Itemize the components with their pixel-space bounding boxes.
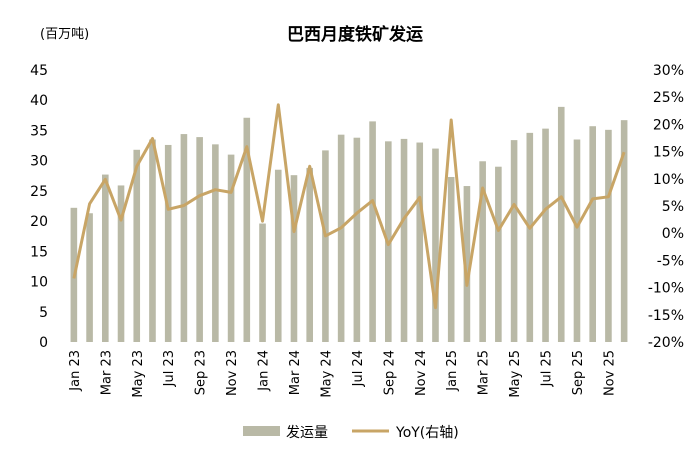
bar [180,134,188,342]
bar [322,150,329,342]
right-tick-label: -20% [648,335,684,351]
x-tick-label: May 24 [319,350,334,398]
bar [196,137,203,342]
left-axis-ticks: 0 5 10 15 20 25 30 35 40 45 [30,63,48,351]
right-tick-label: 5% [662,199,684,215]
right-tick-label: -15% [648,308,684,324]
y-axis-unit-label: (百万吨) [40,27,89,42]
bar [495,166,502,342]
x-tick-label: Jul 24 [351,350,366,387]
x-tick-label: May 23 [131,350,146,398]
right-tick-label: -10% [648,281,684,297]
x-tick-label: Nov 23 [225,350,240,396]
x-tick-label: Nov 25 [602,350,617,396]
bar [117,185,125,342]
x-axis-ticks: Jan 23 Mar 23 May 23 Jul 23 Sep 23 Nov 23 Jan … [68,350,618,398]
right-tick-label: 30% [653,63,684,79]
bar [526,132,534,342]
bar [353,137,361,342]
bar [589,126,596,342]
bar [573,139,581,342]
bar [102,174,109,342]
bar [164,144,172,342]
line-series-yoy [72,103,626,310]
bar [447,176,455,342]
x-tick-label: Sep 23 [194,350,209,395]
bar [605,129,612,342]
bar [212,144,219,342]
bar [400,138,408,342]
bar [432,148,439,342]
bar [542,128,549,342]
right-tick-label: 25% [653,90,684,106]
bar [479,161,486,342]
x-tick-label: Jul 25 [540,350,555,387]
left-tick-label: 30 [30,154,48,170]
bar [149,139,156,342]
left-tick-label: 15 [30,244,48,260]
x-tick-label: May 25 [508,350,523,398]
bar [133,149,141,342]
legend-label-shipments: 发运量 [286,425,328,441]
x-tick-label: Jul 23 [162,350,177,387]
left-tick-label: 35 [30,123,48,139]
right-tick-label: 20% [653,117,684,133]
right-axis-ticks: -20% -15% -10% -5% 0% 5% 10% 15% 20% 25% 30% [648,63,684,351]
bar [510,140,518,342]
left-tick-label: 45 [30,63,48,79]
bar [416,142,424,342]
x-tick-label: Sep 25 [571,350,586,395]
bar [227,154,235,342]
bar [86,213,93,342]
x-tick-label: Jan 25 [445,350,460,392]
left-tick-label: 20 [30,214,48,230]
legend-label-yoy: YoY(右轴) [395,425,459,441]
bar [306,167,313,342]
x-tick-label: Sep 24 [382,350,397,395]
bar [557,106,565,342]
x-tick-label: Mar 23 [99,350,114,395]
left-tick-label: 0 [39,335,48,351]
bar [620,120,628,343]
x-tick-label: Jan 24 [257,350,272,392]
x-tick-label: Nov 24 [414,350,429,396]
bar [259,223,266,342]
right-tick-label: 0% [662,226,684,242]
x-tick-label: Mar 25 [477,350,492,395]
bar [337,134,345,342]
bar [243,117,251,342]
right-tick-label: 15% [653,145,684,161]
left-tick-label: 25 [30,184,48,200]
bar [274,169,282,342]
right-tick-label: -5% [657,253,684,269]
left-tick-label: 40 [30,93,48,109]
bar [369,121,376,342]
right-tick-label: 10% [653,172,684,188]
x-tick-label: Jan 23 [68,350,83,392]
yoy-line [72,103,626,310]
bar [463,186,471,342]
bar [290,175,298,342]
x-tick-label: Mar 24 [288,350,303,395]
chart-title: 巴西月度铁矿发运 [287,24,423,45]
legend-swatch-shipments [243,426,280,436]
bar-series-shipments [70,106,628,343]
legend: 发运量 YoY(右轴) [243,425,459,441]
left-tick-label: 10 [30,275,48,291]
left-tick-label: 5 [39,305,48,321]
